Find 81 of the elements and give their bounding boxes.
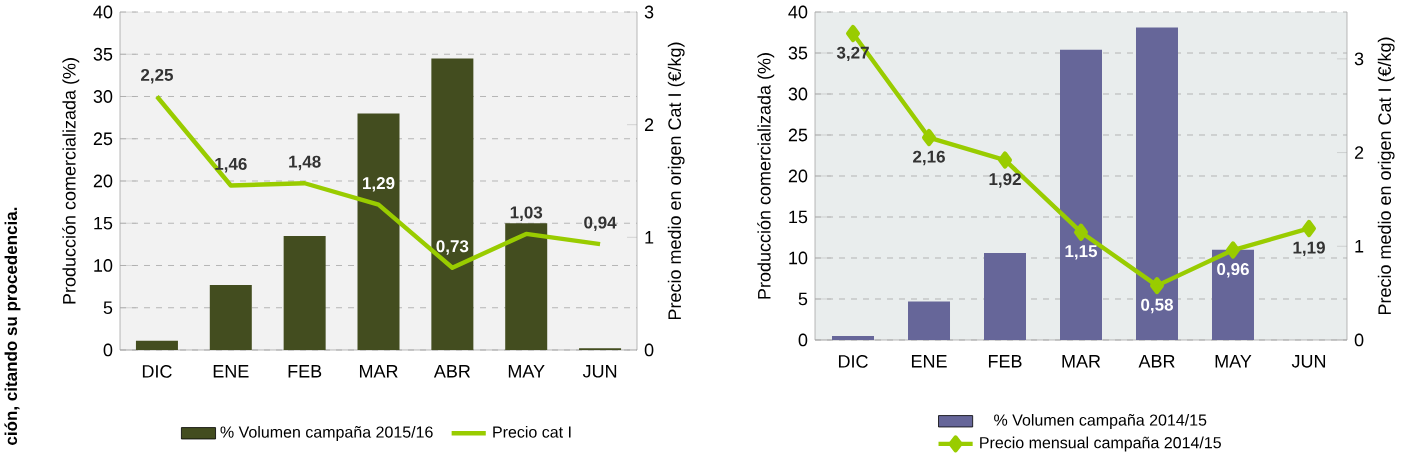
y-axis-title: Producción comercializada (%) — [757, 53, 775, 299]
x-tick-label: FEB — [988, 355, 1022, 368]
y2-tick-label: 0 — [1354, 333, 1364, 347]
y2-tick-label: 1 — [1355, 240, 1364, 253]
legend-label: % Volumen campaña 2014/15 — [994, 413, 1207, 429]
point — [1074, 223, 1088, 241]
y-tick-label: 25 — [788, 128, 808, 142]
text: ción, citando su procedencia. — [4, 207, 21, 445]
y2-tick-label: 1 — [645, 231, 654, 244]
y-tick-label: 5 — [798, 292, 808, 306]
y-tick-label: 30 — [788, 87, 808, 101]
point — [846, 24, 861, 43]
data-label: 0,96 — [1217, 263, 1249, 278]
y-tick-label: 35 — [93, 47, 113, 61]
y2-tick-label: 3 — [1354, 52, 1364, 66]
bar — [984, 253, 1026, 340]
legend-label: Precio mensual campaña 2014/15 — [980, 436, 1221, 452]
bar — [135, 340, 178, 350]
bar — [1136, 27, 1178, 340]
x-tick-label: JUN — [582, 365, 617, 378]
y2-axis-title: Precio medio en origen Cat I (€/kg) — [1377, 37, 1395, 315]
bar — [283, 235, 326, 350]
x-tick-label: MAR — [359, 365, 398, 378]
y-tick-label: 40 — [788, 5, 808, 19]
y-tick-label: 0 — [798, 333, 808, 347]
bar — [1060, 49, 1102, 340]
y2-tick-label: 0 — [644, 343, 654, 357]
y-tick-label: 15 — [94, 216, 113, 230]
x-tick-label: DIC — [142, 365, 172, 378]
legend-label: % Volumen campaña 2015/16 — [220, 425, 433, 441]
data-label: 0,58 — [1141, 298, 1174, 314]
y-tick-label: 30 — [93, 90, 113, 103]
data-label: 1,29 — [363, 177, 395, 192]
y-tick-label: 10 — [789, 251, 808, 265]
y2-tick-label: 2 — [1354, 146, 1364, 159]
point — [998, 151, 1013, 169]
y-tick-label: 15 — [789, 210, 808, 224]
x-tick-label: MAY — [1215, 355, 1252, 368]
y-tick-label: 0 — [103, 343, 113, 357]
x-tick-label: ABR — [433, 365, 471, 378]
y-tick-label: 20 — [93, 174, 113, 188]
data-label: 1,03 — [510, 206, 543, 221]
bar — [908, 301, 951, 340]
x-tick-label: FEB — [288, 365, 322, 378]
x-tick-label: DIC — [838, 355, 868, 368]
y-axis-title: Producción comercializada (%) — [62, 58, 80, 304]
data-label: 1,19 — [1293, 241, 1325, 257]
bar — [357, 113, 400, 350]
y2-tick-label: 2 — [644, 118, 654, 131]
y-tick-label: 25 — [93, 132, 113, 146]
bar — [431, 58, 474, 350]
x-tick-label: MAY — [508, 365, 545, 378]
y2-tick-label: 3 — [644, 5, 654, 19]
y-tick-label: 40 — [93, 5, 113, 19]
data-label: 1,46 — [215, 157, 247, 173]
data-label: 0,94 — [584, 216, 617, 232]
x-tick-label: JUN — [1291, 355, 1326, 368]
point — [1226, 241, 1240, 259]
point — [1301, 219, 1316, 238]
data-label: 1,48 — [289, 155, 321, 171]
legend-label: Precio cat I — [493, 425, 571, 438]
data-label: 1,15 — [1065, 245, 1098, 260]
y-tick-label: 5 — [103, 301, 113, 315]
y-tick-label: 10 — [94, 259, 113, 272]
point — [922, 128, 937, 147]
x-tick-label: ENE — [911, 355, 947, 368]
data-label: 1,92 — [989, 173, 1021, 188]
x-tick-label: ENE — [213, 365, 249, 378]
point — [1150, 277, 1164, 295]
bar — [505, 223, 548, 350]
bar — [209, 284, 252, 350]
x-tick-label: MAR — [1062, 355, 1101, 368]
y-tick-label: 35 — [788, 46, 808, 60]
bar — [1212, 249, 1254, 340]
bar — [832, 335, 875, 340]
y-tick-label: 20 — [788, 169, 808, 183]
data-label: 2,16 — [913, 150, 945, 166]
data-label: 2,25 — [141, 68, 173, 84]
y2-axis-title: Precio medio en origen Cat I (€/kg) — [667, 42, 685, 320]
x-tick-label: ABR — [1138, 355, 1175, 368]
data-label: 0,73 — [436, 240, 469, 255]
